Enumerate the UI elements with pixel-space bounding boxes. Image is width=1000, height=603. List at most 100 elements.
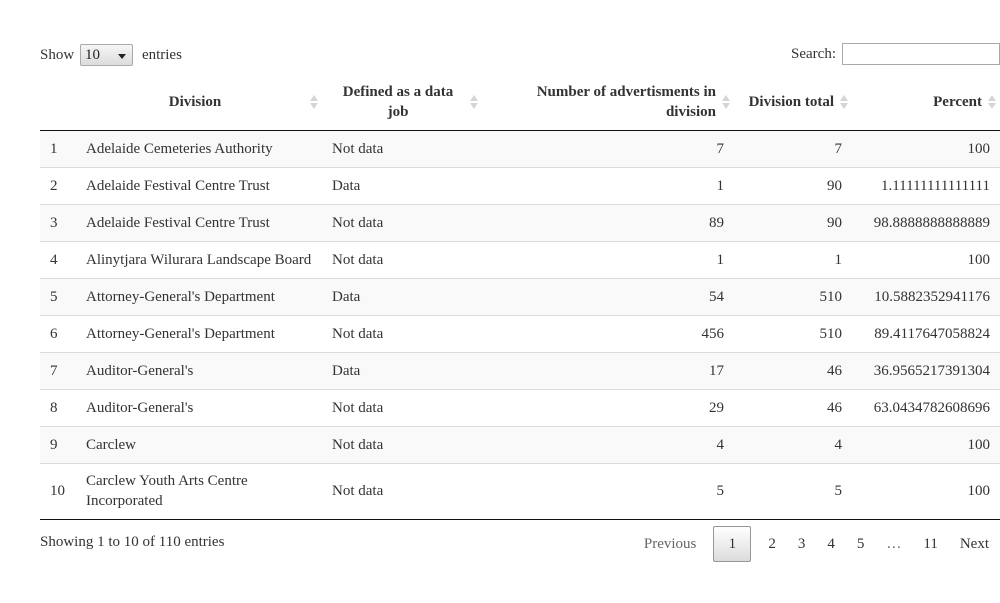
table-cell: 1 bbox=[40, 130, 76, 167]
table-cell: 1 bbox=[734, 240, 852, 278]
table-cell: 9 bbox=[40, 425, 76, 463]
table-cell: 54 bbox=[482, 277, 734, 315]
table-cell: 46 bbox=[734, 351, 852, 389]
column-header-5[interactable]: Percent bbox=[852, 74, 1000, 131]
column-header-1[interactable]: Division bbox=[76, 74, 322, 131]
table-cell: Adelaide Festival Centre Trust bbox=[76, 203, 322, 241]
table-cell: 29 bbox=[482, 388, 734, 426]
entries-select[interactable]: 10 bbox=[79, 44, 133, 66]
page-button-11[interactable]: 11 bbox=[923, 535, 938, 552]
column-header-4[interactable]: Division total bbox=[734, 74, 852, 131]
column-header-label: Division total bbox=[748, 93, 834, 110]
previous-button[interactable]: Previous bbox=[643, 535, 697, 552]
page-button-4[interactable]: 4 bbox=[827, 535, 835, 552]
column-header-0 bbox=[40, 74, 76, 131]
table-row: 2 Adelaide Festival Centre Trust Data 1 90 1.… bbox=[40, 166, 1000, 204]
search-label: Search: bbox=[791, 45, 836, 62]
page-button-3[interactable]: 3 bbox=[797, 535, 806, 552]
table-cell: 1.11111111111111 bbox=[852, 166, 1000, 204]
search-box: Search: bbox=[791, 42, 1000, 66]
table-cell: Carclew bbox=[76, 425, 322, 463]
table-cell: 90 bbox=[734, 203, 852, 241]
table-cell: 10.5882352941176 bbox=[852, 277, 1000, 315]
table-body: 1 Adelaide Cemeteries Authority Not data 7 7… bbox=[40, 130, 1000, 520]
table-row: 6 Attorney-General's Department Not data 45… bbox=[40, 314, 1000, 352]
table-cell: Attorney-General's Department bbox=[76, 314, 322, 352]
sort-icon bbox=[840, 94, 848, 110]
table-cell: 46 bbox=[734, 388, 852, 426]
table-cell: 5 bbox=[734, 462, 852, 520]
entries-select-value: 10 bbox=[84, 46, 100, 63]
table-cell: 10 bbox=[40, 462, 76, 520]
table-cell: Not data bbox=[322, 203, 482, 241]
table-cell: Data bbox=[322, 166, 482, 204]
table-cell: 8 bbox=[40, 388, 76, 426]
pagination: Previous 1 2 3 4 5 … 11 Next bbox=[633, 524, 1000, 564]
length-menu: Show 10 entries bbox=[40, 42, 182, 68]
table-cell: Not data bbox=[322, 462, 482, 520]
table-cell: 90 bbox=[734, 166, 852, 204]
search-input[interactable] bbox=[842, 43, 1000, 65]
table-cell: Adelaide Festival Centre Trust bbox=[76, 166, 322, 204]
sort-icon bbox=[988, 94, 996, 110]
table-cell: 7 bbox=[734, 130, 852, 167]
table-cell: Carclew Youth Arts Centre Incorporated bbox=[76, 462, 322, 520]
data-table: Division Defined as a data job Number of a… bbox=[40, 74, 1000, 520]
sort-icon bbox=[470, 94, 478, 110]
table-cell: 456 bbox=[482, 314, 734, 352]
page-button-2[interactable]: 2 bbox=[768, 535, 776, 552]
column-header-2[interactable]: Defined as a data job bbox=[322, 74, 482, 131]
table-cell: 100 bbox=[852, 462, 1000, 520]
table-cell: Adelaide Cemeteries Authority bbox=[76, 130, 322, 167]
page-button-1[interactable]: 1 bbox=[713, 526, 752, 562]
table-cell: 4 bbox=[40, 240, 76, 278]
table-row: 8 Auditor-General's Not data 29 46 63.0434782… bbox=[40, 388, 1000, 426]
column-header-label: Defined as a data job bbox=[342, 83, 454, 120]
table-cell: Not data bbox=[322, 240, 482, 278]
column-header-label: Percent bbox=[933, 93, 982, 110]
next-button[interactable]: Next bbox=[959, 535, 989, 552]
length-menu-prefix: Show bbox=[40, 46, 75, 63]
table-info: Showing 1 to 10 of 110 entries bbox=[40, 534, 225, 550]
pagination-ellipsis: … bbox=[886, 535, 902, 552]
column-header-label: Number of advertisments in division bbox=[536, 83, 716, 120]
table-cell: 4 bbox=[482, 425, 734, 463]
table-row: 3 Adelaide Festival Centre Trust Not data 8… bbox=[40, 203, 1000, 241]
table-cell: 100 bbox=[852, 240, 1000, 278]
table-cell: 4 bbox=[734, 425, 852, 463]
table-cell: 6 bbox=[40, 314, 76, 352]
table-cell: Not data bbox=[322, 425, 482, 463]
table-cell: 7 bbox=[40, 351, 76, 389]
table-cell: Auditor-General's bbox=[76, 351, 322, 389]
table-cell: 1 bbox=[482, 166, 734, 204]
table-cell: Not data bbox=[322, 388, 482, 426]
table-cell: 89 bbox=[482, 203, 734, 241]
table-row: 9 Carclew Not data 4 4 100 bbox=[40, 425, 1000, 463]
table-row: 7 Auditor-General's Data 17 46 36.95652173913… bbox=[40, 351, 1000, 389]
sort-icon bbox=[722, 94, 730, 110]
chevron-down-icon bbox=[117, 54, 126, 59]
column-header-label: Division bbox=[168, 93, 222, 110]
table-cell: Data bbox=[322, 277, 482, 315]
table-cell: 5 bbox=[482, 462, 734, 520]
table-cell: 7 bbox=[482, 130, 734, 167]
table-cell: 100 bbox=[852, 130, 1000, 167]
table-cell: 36.9565217391304 bbox=[852, 351, 1000, 389]
table-cell: Data bbox=[322, 351, 482, 389]
table-header-row: Division Defined as a data job Number of a… bbox=[40, 74, 1000, 131]
table-cell: 510 bbox=[734, 277, 852, 315]
table-cell: 1 bbox=[482, 240, 734, 278]
table-row: 1 Adelaide Cemeteries Authority Not data 7 7… bbox=[40, 130, 1000, 167]
table-cell: Attorney-General's Department bbox=[76, 277, 322, 315]
length-menu-suffix: entries bbox=[141, 46, 182, 63]
column-header-3[interactable]: Number of advertisments in division bbox=[482, 74, 734, 131]
table-cell: 98.8888888888889 bbox=[852, 203, 1000, 241]
table-row: 4 Alinytjara Wilurara Landscape Board Not … bbox=[40, 240, 1000, 278]
table-cell: 3 bbox=[40, 203, 76, 241]
table-cell: 89.4117647058824 bbox=[852, 314, 1000, 352]
table-cell: 2 bbox=[40, 166, 76, 204]
table-cell: Alinytjara Wilurara Landscape Board bbox=[76, 240, 322, 278]
table-cell: 63.0434782608696 bbox=[852, 388, 1000, 426]
page-button-5[interactable]: 5 bbox=[856, 535, 865, 552]
table-cell: Not data bbox=[322, 314, 482, 352]
